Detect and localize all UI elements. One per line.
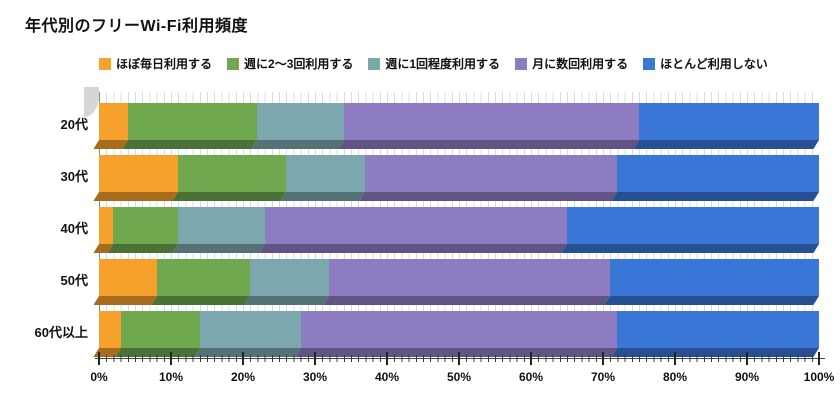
x-tick-label: 50%: [446, 370, 472, 384]
bar-segment-bevel: [359, 192, 618, 201]
bar-segment: [365, 155, 618, 192]
x-axis-major-ticks: [98, 352, 821, 365]
bar-segment-bevel: [258, 244, 567, 253]
bar-segment: [566, 207, 819, 244]
bar-segment: [329, 259, 611, 296]
y-axis-label-30代: 30代: [60, 168, 88, 184]
bar-segment-bevel: [107, 244, 179, 253]
bar-segment: [113, 207, 179, 244]
y-axis-label-20代: 20代: [60, 116, 88, 132]
legend-label: ほとんど利用しない: [660, 57, 768, 71]
bar-segment-bevel: [561, 244, 819, 253]
bar-segment: [610, 259, 819, 296]
bar-30代: [93, 155, 819, 201]
legend-label: 週に1回程度利用する: [385, 57, 501, 71]
bar-segment: [99, 155, 179, 192]
bar-segment-bevel: [280, 192, 366, 201]
bar-segment: [343, 103, 639, 140]
bar-segment: [156, 259, 251, 296]
bar-segment: [99, 207, 114, 244]
bar-segment-bevel: [611, 192, 819, 201]
legend-item-3: 月に数回利用する: [515, 55, 628, 72]
bar-segment-bevel: [150, 296, 251, 305]
x-tick-label: 30%: [302, 370, 328, 384]
plot-corner-shade: [84, 87, 99, 117]
bar-segment: [99, 103, 128, 140]
bar-segment: [120, 311, 200, 348]
legend-swatch-icon: [99, 57, 111, 70]
x-tick-label: 40%: [374, 370, 400, 384]
chart-title: 年代別のフリーWi-Fi利用頻度: [25, 18, 248, 35]
legend: ほぼ毎日利用する 週に2〜3回利用する 週に1回程度利用する 月に数回利用する ほとんど…: [99, 55, 768, 72]
legend-item-0: ほぼ毎日利用する: [99, 55, 212, 72]
legend-label: 週に2〜3回利用する: [244, 57, 354, 71]
bar-segment: [178, 155, 287, 192]
bar-50代: [93, 259, 819, 305]
bar-segment-bevel: [172, 192, 287, 201]
bar-segment: [199, 311, 301, 348]
legend-label: ほぼ毎日利用する: [116, 57, 213, 71]
bar-segment: [257, 103, 344, 140]
x-tick-label: 90%: [734, 370, 760, 384]
x-tick-label: 60%: [518, 370, 544, 384]
bar-segment-bevel: [323, 296, 611, 305]
bar-segment: [638, 103, 819, 140]
bar-40代: [93, 207, 819, 253]
bar-segment-bevel: [338, 140, 639, 149]
x-tick-label: 0%: [90, 370, 108, 384]
legend-swatch-icon: [227, 57, 240, 70]
x-tick-label: 70%: [590, 370, 616, 384]
bar-segment: [127, 103, 258, 140]
x-tick-label: 80%: [662, 370, 688, 384]
x-tick-label: 100%: [803, 370, 835, 384]
x-axis-labels: 0% 10% 20% 30% 40% 50% 60% 70% 80% 90% 100%: [0, 370, 840, 388]
bar-segment-bevel: [633, 140, 819, 149]
bar-60代以上: [93, 311, 819, 357]
bar-segment: [99, 259, 157, 296]
bar-segment: [250, 259, 330, 296]
x-tick-label: 10%: [158, 370, 184, 384]
bar-segment-bevel: [251, 140, 344, 149]
x-tick-label: 20%: [230, 370, 256, 384]
y-axis-label-50代: 50代: [60, 272, 88, 288]
bar-segment-bevel: [244, 296, 330, 305]
legend-swatch-icon: [643, 57, 656, 70]
bar-segment: [99, 311, 121, 348]
bar-segment-bevel: [172, 244, 265, 253]
legend-swatch-icon: [515, 57, 528, 70]
legend-swatch-icon: [368, 57, 381, 70]
bar-segment: [617, 311, 819, 348]
bar-segment-bevel: [122, 140, 258, 149]
bar-segment: [286, 155, 366, 192]
plot-area: [84, 87, 819, 358]
bar-segment: [617, 155, 819, 192]
legend-label: 月に数回利用する: [532, 57, 629, 71]
legend-item-4: ほとんど利用しない: [643, 55, 768, 72]
bar-20代: [93, 103, 819, 149]
bar-segment-bevel: [604, 296, 819, 305]
y-axis-label-60代以上: 60代以上: [34, 324, 88, 340]
y-axis-label-40代: 40代: [60, 220, 88, 236]
bar-segment-bevel: [93, 296, 157, 305]
bar-segment-bevel: [93, 192, 179, 201]
bar-segment: [300, 311, 618, 348]
bar-segment: [178, 207, 265, 244]
legend-item-1: 週に2〜3回利用する: [227, 55, 353, 72]
bar-segment: [264, 207, 567, 244]
legend-item-2: 週に1回程度利用する: [368, 55, 500, 72]
